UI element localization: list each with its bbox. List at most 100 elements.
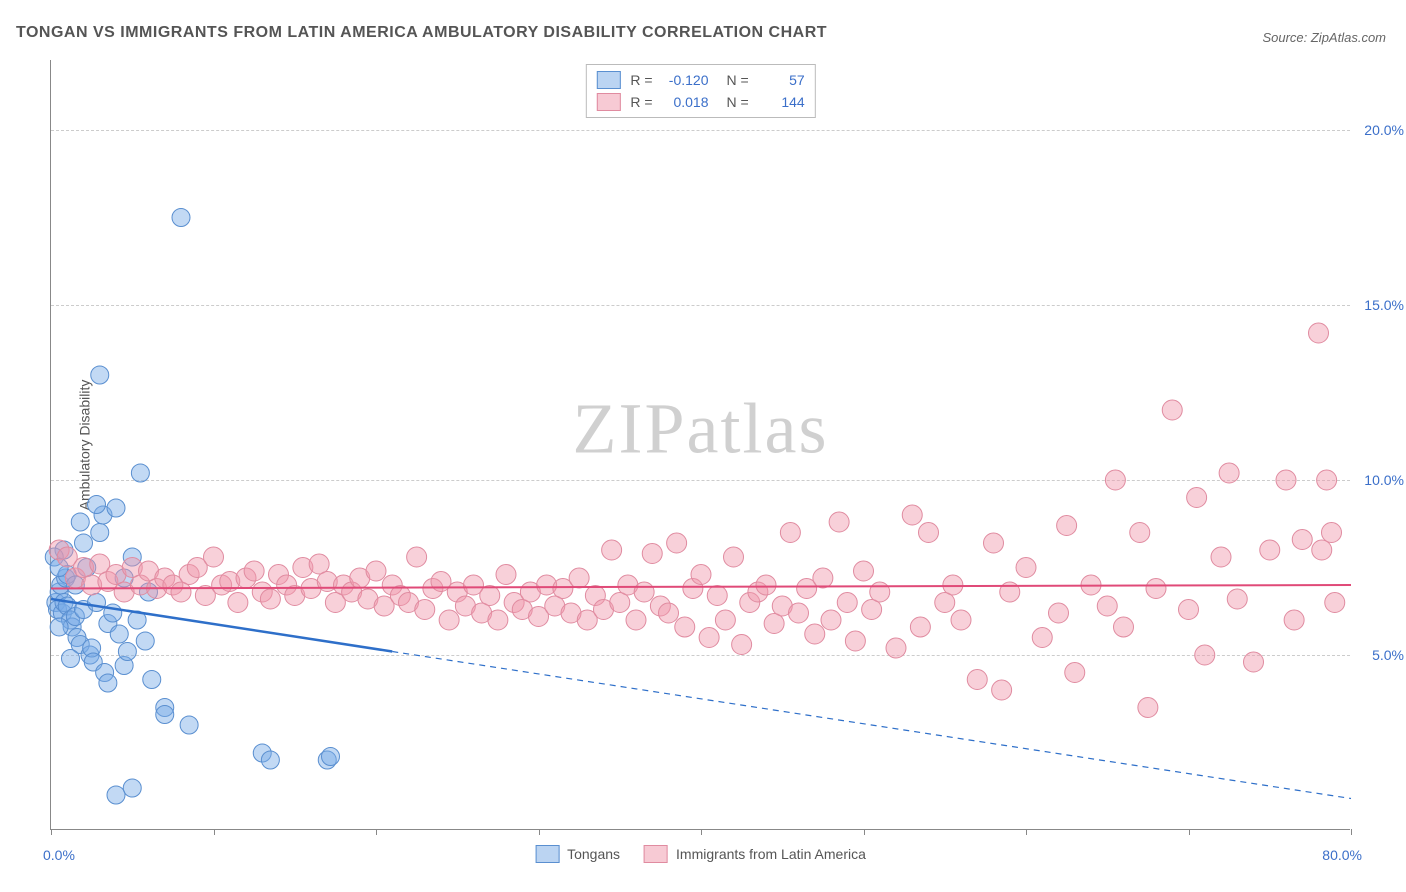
data-point xyxy=(1276,470,1296,490)
data-point xyxy=(171,582,191,602)
data-point xyxy=(724,547,744,567)
data-point xyxy=(992,680,1012,700)
data-point xyxy=(886,638,906,658)
data-point xyxy=(951,610,971,630)
data-point xyxy=(180,716,198,734)
data-point xyxy=(260,589,280,609)
chart-container: TONGAN VS IMMIGRANTS FROM LATIN AMERICA … xyxy=(0,0,1406,892)
legend-row: R = -0.120 N = 57 xyxy=(596,69,804,91)
data-point xyxy=(439,610,459,630)
data-point xyxy=(1065,663,1085,683)
x-tick xyxy=(1026,829,1027,835)
legend-item: Tongans xyxy=(535,845,620,863)
data-point xyxy=(75,534,93,552)
data-point xyxy=(943,575,963,595)
y-tick-label: 5.0% xyxy=(1372,647,1404,663)
legend-swatch xyxy=(535,845,559,863)
r-value: 0.018 xyxy=(659,94,709,110)
data-point xyxy=(789,603,809,623)
x-tick xyxy=(1351,829,1352,835)
data-point xyxy=(910,617,930,637)
x-tick xyxy=(701,829,702,835)
data-point xyxy=(780,523,800,543)
data-point xyxy=(204,547,224,567)
data-point xyxy=(845,631,865,651)
data-point xyxy=(172,209,190,227)
data-point xyxy=(675,617,695,637)
data-point xyxy=(110,625,128,643)
data-point xyxy=(634,582,654,602)
n-value: 57 xyxy=(755,72,805,88)
data-point xyxy=(610,593,630,613)
data-point xyxy=(228,593,248,613)
legend-label: Immigrants from Latin America xyxy=(676,846,866,862)
data-point xyxy=(107,499,125,517)
data-point xyxy=(496,565,516,585)
data-point xyxy=(309,554,329,574)
scatter-plot-svg xyxy=(51,60,1350,829)
r-value: -0.120 xyxy=(659,72,709,88)
x-axis-min-label: 0.0% xyxy=(43,847,75,863)
data-point xyxy=(244,561,264,581)
data-point xyxy=(1244,652,1264,672)
source-attribution: Source: ZipAtlas.com xyxy=(1262,30,1386,45)
data-point xyxy=(88,496,106,514)
data-point xyxy=(935,593,955,613)
data-point xyxy=(1049,603,1069,623)
data-point xyxy=(91,524,109,542)
data-point xyxy=(967,670,987,690)
n-value: 144 xyxy=(755,94,805,110)
x-tick xyxy=(214,829,215,835)
data-point xyxy=(756,575,776,595)
data-point xyxy=(366,561,386,581)
data-point xyxy=(107,786,125,804)
data-point xyxy=(659,603,679,623)
x-tick xyxy=(539,829,540,835)
data-point xyxy=(1312,540,1332,560)
r-label: R = xyxy=(630,72,652,88)
data-point xyxy=(837,593,857,613)
data-point xyxy=(156,706,174,724)
data-point xyxy=(480,586,500,606)
data-point xyxy=(1130,523,1150,543)
data-point xyxy=(1325,593,1345,613)
data-point xyxy=(1057,516,1077,536)
n-label: N = xyxy=(727,72,749,88)
data-point xyxy=(1187,488,1207,508)
data-point xyxy=(715,610,735,630)
data-point xyxy=(261,751,279,769)
data-point xyxy=(569,568,589,588)
data-point xyxy=(805,624,825,644)
y-tick-label: 10.0% xyxy=(1364,472,1404,488)
data-point xyxy=(732,635,752,655)
plot-area: ZIPatlas 5.0%10.0%15.0%20.0% Ambulatory … xyxy=(50,60,1350,830)
data-point xyxy=(88,594,106,612)
data-point xyxy=(71,513,89,531)
data-point xyxy=(1309,323,1329,343)
data-point xyxy=(1219,463,1239,483)
data-point xyxy=(1114,617,1134,637)
data-point xyxy=(91,366,109,384)
data-point xyxy=(131,464,149,482)
data-point xyxy=(407,547,427,567)
data-point xyxy=(1162,400,1182,420)
data-point xyxy=(1317,470,1337,490)
data-point xyxy=(862,600,882,620)
x-axis-max-label: 80.0% xyxy=(1322,847,1362,863)
data-point xyxy=(1105,470,1125,490)
data-point xyxy=(50,618,68,636)
data-point xyxy=(829,512,849,532)
data-point xyxy=(1138,698,1158,718)
trend-line-extrapolated xyxy=(392,652,1351,799)
data-point xyxy=(707,586,727,606)
data-point xyxy=(764,614,784,634)
data-point xyxy=(1146,579,1166,599)
y-tick-label: 20.0% xyxy=(1364,122,1404,138)
data-point xyxy=(1097,596,1117,616)
data-point xyxy=(1195,645,1215,665)
data-point xyxy=(1227,589,1247,609)
x-tick xyxy=(864,829,865,835)
x-tick xyxy=(376,829,377,835)
data-point xyxy=(984,533,1004,553)
data-point xyxy=(642,544,662,564)
